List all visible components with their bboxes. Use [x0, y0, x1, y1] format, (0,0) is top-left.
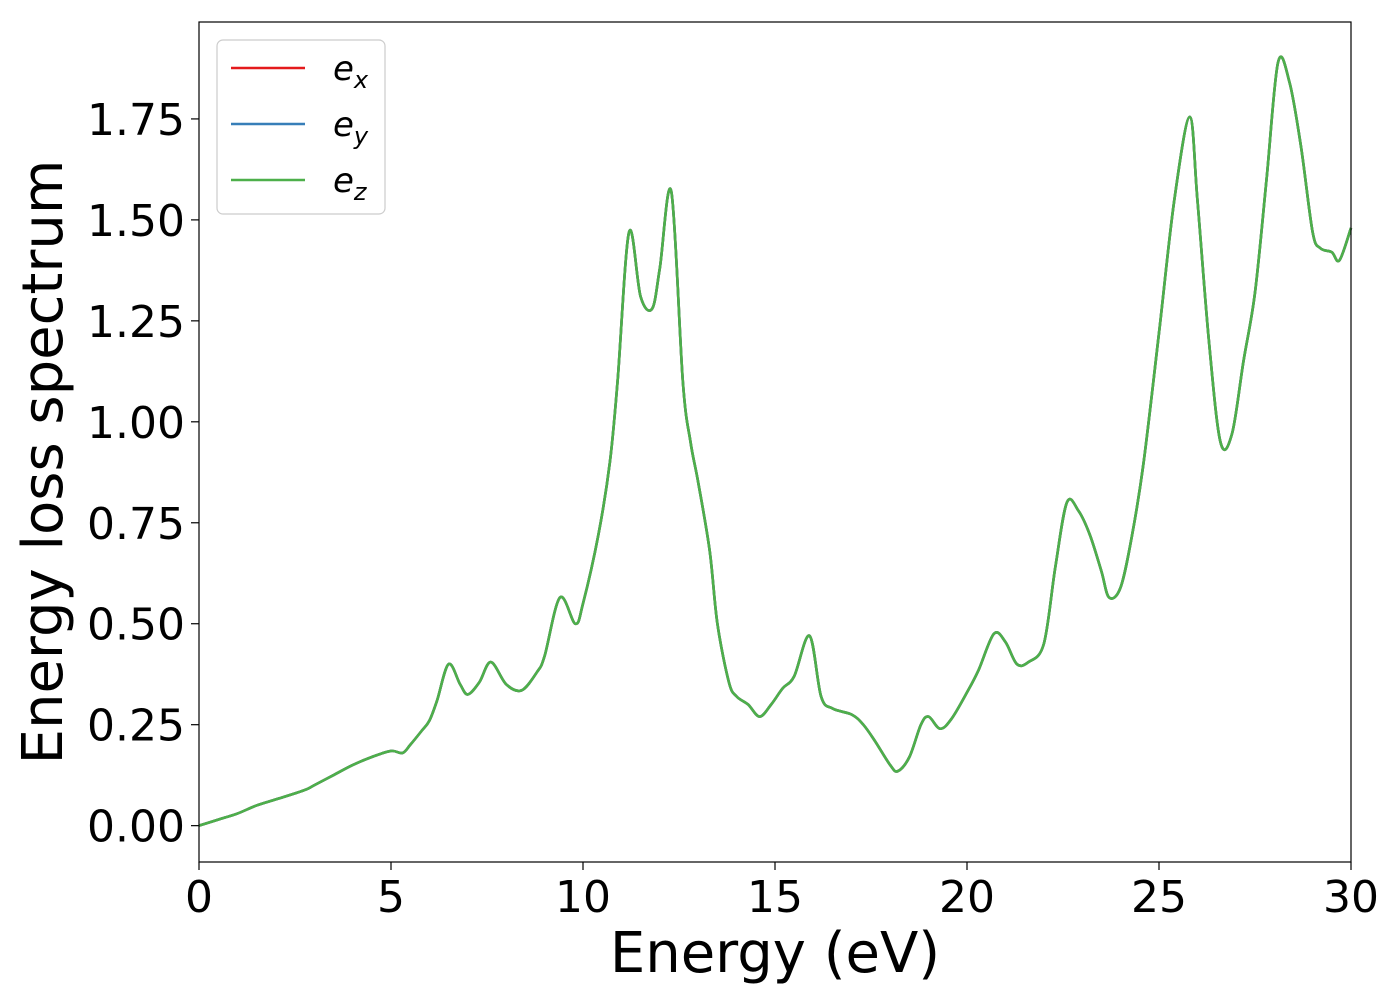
x-axis-ticks: 0 5 10 15 20 25 30 — [185, 862, 1379, 923]
y-tick-label: 1.00 — [87, 398, 185, 449]
y-tick-label: 1.75 — [87, 95, 185, 146]
y-tick-label: 1.25 — [87, 297, 185, 348]
x-tick-label: 10 — [555, 872, 611, 923]
x-tick-label: 5 — [377, 872, 405, 923]
y-axis-ticks: 0.00 0.25 0.50 0.75 1.00 1.25 1.50 1.75 — [87, 95, 199, 853]
series-line-ez — [198, 55, 1353, 827]
y-tick-label: 0.00 — [87, 802, 185, 853]
y-tick-label: 0.50 — [87, 600, 185, 651]
x-tick-label: 25 — [1131, 872, 1187, 923]
x-tick-label: 30 — [1323, 872, 1379, 923]
y-tick-label: 0.25 — [87, 701, 185, 752]
x-tick-label: 15 — [747, 872, 803, 923]
y-tick-label: 1.50 — [87, 196, 185, 247]
y-tick-label: 0.75 — [87, 499, 185, 550]
y-axis-label: Energy loss spectrum — [11, 160, 76, 765]
series-lines — [198, 55, 1353, 827]
legend-box — [216, 39, 386, 215]
x-tick-label: 20 — [939, 872, 995, 923]
x-axis-label: Energy (eV) — [610, 921, 940, 986]
x-tick-label: 0 — [185, 872, 213, 923]
